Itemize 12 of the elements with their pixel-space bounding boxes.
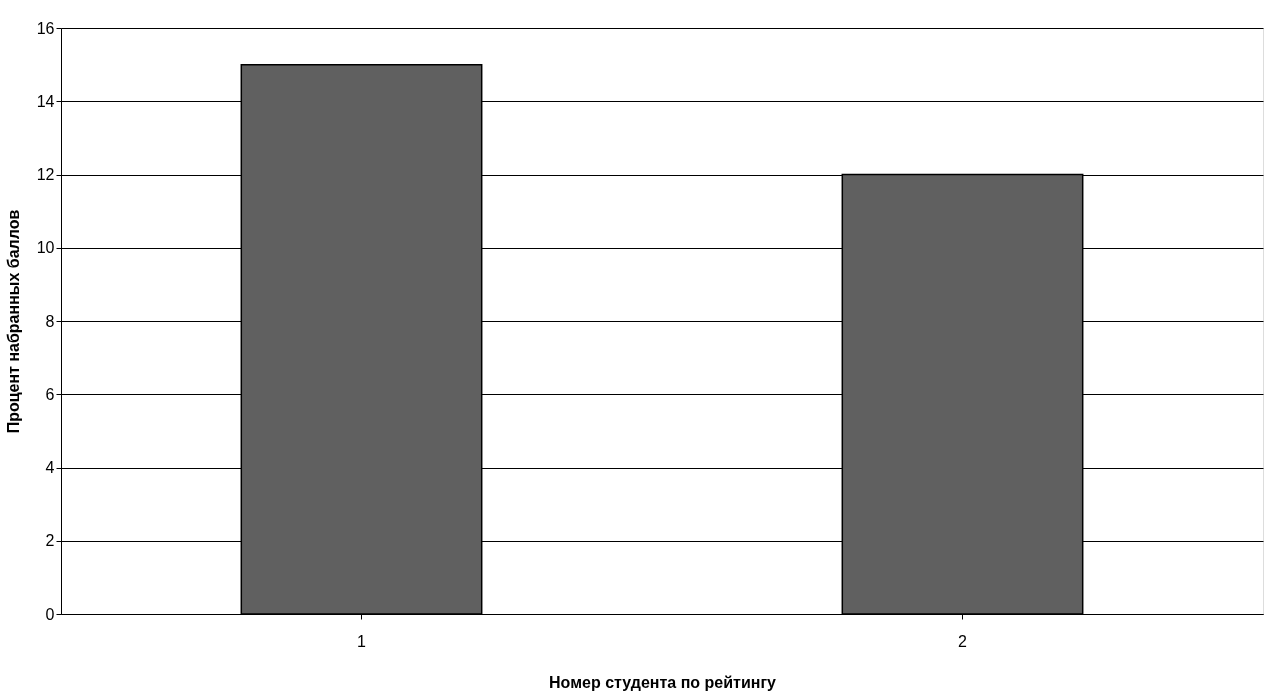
y-tick-label: 14 bbox=[36, 92, 55, 110]
y-tick-label: 16 bbox=[36, 19, 55, 37]
x-axis-title: Номер студента по рейтингу bbox=[549, 673, 777, 691]
y-tick-label: 12 bbox=[36, 166, 55, 183]
y-tick-label: 4 bbox=[45, 459, 55, 476]
y-axis-title: Процент набранных баллов bbox=[4, 209, 22, 434]
x-tick-label: 1 bbox=[357, 632, 367, 650]
y-tick-label: 10 bbox=[36, 239, 55, 257]
y-tick-label: 6 bbox=[45, 385, 55, 403]
y-tick-label: 8 bbox=[45, 312, 55, 330]
y-tick-label: 2 bbox=[45, 532, 55, 550]
y-tick-label: 0 bbox=[45, 605, 55, 623]
